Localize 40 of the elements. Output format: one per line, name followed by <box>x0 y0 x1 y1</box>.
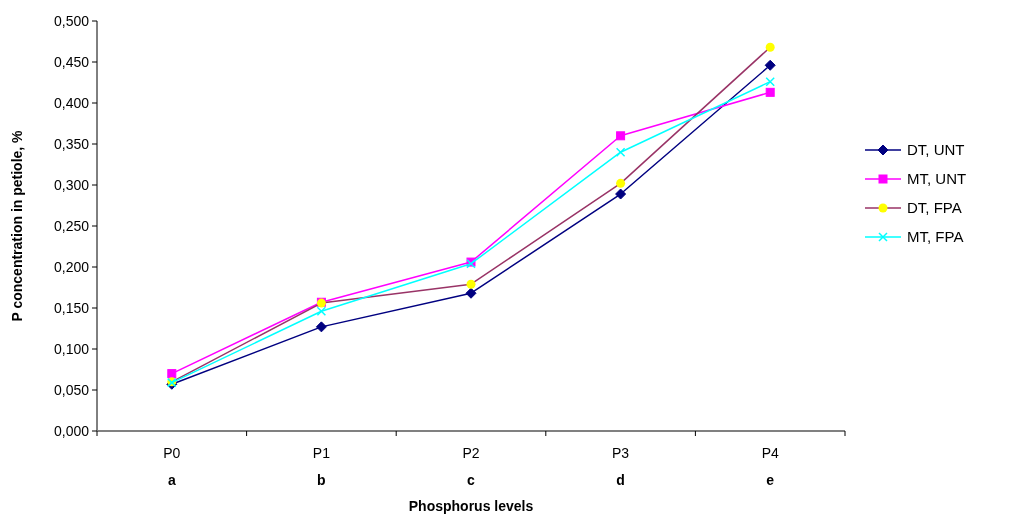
point <box>764 59 776 71</box>
text: a <box>167 472 176 488</box>
point <box>616 131 626 141</box>
text: c <box>467 472 476 488</box>
point <box>316 306 327 317</box>
y-tick-label: 0,350 <box>53 135 90 152</box>
point <box>466 279 476 289</box>
x-tick-label: P2 <box>462 445 480 461</box>
y-tick-label: 0,050 <box>53 381 90 398</box>
point <box>616 178 626 188</box>
point <box>465 287 477 299</box>
point <box>765 42 775 52</box>
text: d <box>616 472 625 488</box>
y-tick-label: 0,500 <box>53 12 90 29</box>
point <box>615 188 627 200</box>
legend-label: DT, FPA <box>907 199 962 217</box>
x-tick-label: P4 <box>761 445 779 461</box>
x-tick-label: P1 <box>312 445 331 461</box>
x-axis-title: Phosphorus levels <box>408 498 534 514</box>
x-tick-label: P0 <box>163 445 181 461</box>
y-tick-label: 0,450 <box>53 53 90 70</box>
legend-label: MT, FPA <box>907 228 964 246</box>
y-axis-title: P concentration in petiole, % <box>9 129 25 322</box>
point <box>167 369 177 379</box>
legend-label: MT, UNT <box>907 170 967 188</box>
x-tick-label: P3 <box>612 445 630 461</box>
legend-label: DT, UNT <box>907 141 965 159</box>
point <box>765 76 775 87</box>
y-tick-label: 0,150 <box>53 299 90 316</box>
point <box>615 147 626 157</box>
y-tick-label: 0,400 <box>53 94 90 111</box>
y-tick-label: 0,100 <box>53 340 90 357</box>
y-tick-label: 0,250 <box>53 217 90 234</box>
y-tick-label: 0,200 <box>53 258 90 275</box>
y-tick-label: 0,300 <box>53 176 90 193</box>
text: b <box>317 472 326 488</box>
point <box>315 321 327 333</box>
y-tick-label: 0,000 <box>53 422 90 439</box>
point <box>765 87 775 97</box>
text: e <box>766 472 775 488</box>
